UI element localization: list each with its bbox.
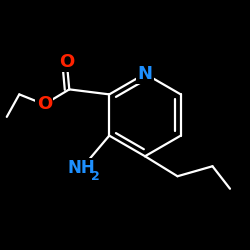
Text: N: N (138, 65, 152, 83)
Text: NH: NH (68, 159, 96, 177)
Text: O: O (59, 53, 74, 71)
Text: 2: 2 (91, 170, 100, 183)
Text: O: O (37, 95, 52, 114)
